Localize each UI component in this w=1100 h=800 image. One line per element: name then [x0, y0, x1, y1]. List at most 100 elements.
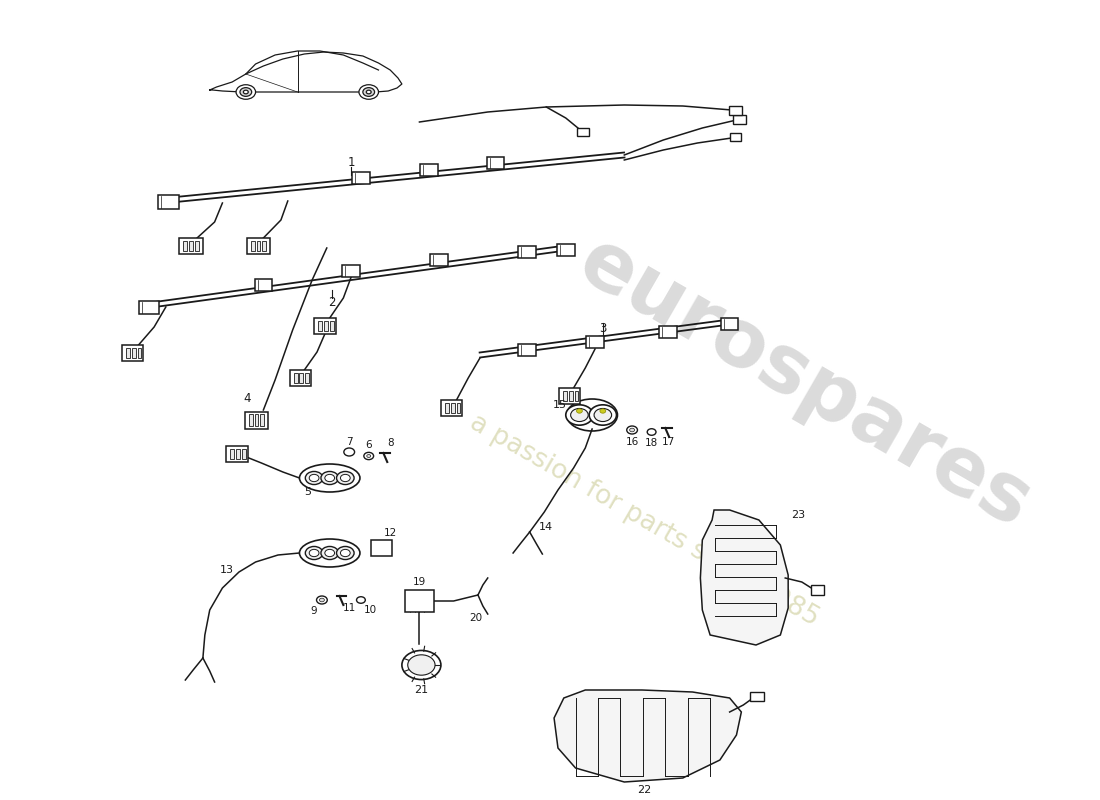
Circle shape — [324, 474, 334, 482]
Circle shape — [627, 426, 638, 434]
Bar — [405, 590, 435, 612]
Bar — [189, 241, 194, 251]
Circle shape — [340, 474, 350, 482]
Bar — [569, 391, 573, 401]
Bar — [330, 321, 333, 331]
Circle shape — [236, 85, 255, 99]
Circle shape — [317, 596, 328, 604]
Text: 21: 21 — [415, 685, 429, 695]
Circle shape — [337, 546, 354, 559]
Text: 11: 11 — [342, 603, 355, 613]
Bar — [306, 373, 309, 383]
Circle shape — [576, 409, 582, 413]
Circle shape — [402, 650, 441, 679]
Bar — [138, 348, 142, 358]
Text: 22: 22 — [637, 785, 651, 795]
Text: 7: 7 — [345, 437, 352, 447]
Bar — [720, 318, 738, 330]
Polygon shape — [701, 510, 789, 645]
Bar — [254, 414, 258, 426]
Circle shape — [344, 448, 354, 456]
Circle shape — [366, 454, 371, 458]
Circle shape — [647, 429, 656, 435]
Circle shape — [363, 88, 375, 96]
Bar — [733, 114, 746, 123]
Circle shape — [594, 409, 612, 422]
Ellipse shape — [299, 539, 360, 567]
Bar — [352, 172, 370, 184]
Circle shape — [324, 550, 334, 557]
Text: 15: 15 — [553, 400, 566, 410]
Text: 12: 12 — [384, 528, 397, 538]
Bar — [441, 400, 462, 416]
Bar — [132, 348, 135, 358]
Text: 3: 3 — [600, 322, 606, 334]
Bar — [251, 241, 254, 251]
Circle shape — [321, 546, 339, 559]
Bar — [294, 373, 297, 383]
Bar — [559, 388, 581, 404]
Bar — [289, 370, 311, 386]
Bar — [574, 391, 579, 401]
Bar — [323, 321, 328, 331]
Bar — [659, 326, 676, 338]
Text: a passion for parts since 1985: a passion for parts since 1985 — [464, 409, 823, 631]
Bar — [249, 414, 253, 426]
Circle shape — [600, 409, 606, 413]
Circle shape — [309, 474, 319, 482]
Bar — [184, 241, 187, 251]
Circle shape — [366, 90, 371, 94]
Bar — [318, 321, 322, 331]
Text: 1: 1 — [348, 155, 355, 169]
Bar — [518, 344, 536, 356]
Bar — [230, 449, 234, 459]
Bar — [246, 238, 271, 254]
Bar — [557, 244, 574, 256]
Circle shape — [319, 598, 324, 602]
Text: 19: 19 — [412, 577, 426, 587]
Bar — [456, 403, 461, 413]
Bar — [195, 241, 199, 251]
Bar — [518, 246, 536, 258]
Bar — [261, 414, 264, 426]
Circle shape — [306, 471, 323, 485]
Circle shape — [340, 550, 350, 557]
Bar — [179, 238, 202, 254]
Text: 14: 14 — [539, 522, 553, 532]
Bar — [254, 279, 272, 291]
Bar — [342, 265, 360, 277]
Text: 16: 16 — [626, 437, 639, 447]
Bar — [227, 446, 248, 462]
Bar — [263, 241, 266, 251]
Circle shape — [364, 452, 374, 460]
Bar — [578, 128, 590, 136]
Text: 8: 8 — [387, 438, 394, 448]
Bar — [420, 164, 438, 176]
Circle shape — [565, 405, 593, 425]
Circle shape — [359, 85, 378, 99]
Circle shape — [306, 546, 323, 559]
Text: 17: 17 — [661, 437, 674, 447]
Circle shape — [408, 655, 436, 675]
Bar — [451, 403, 454, 413]
Text: 20: 20 — [470, 613, 483, 623]
Bar — [299, 373, 304, 383]
Bar — [242, 449, 245, 459]
Circle shape — [309, 550, 319, 557]
Bar — [811, 585, 824, 595]
Circle shape — [321, 471, 339, 485]
Circle shape — [629, 428, 635, 432]
Text: 9: 9 — [311, 606, 318, 616]
Bar — [750, 691, 763, 701]
Circle shape — [337, 471, 354, 485]
Text: eurospares: eurospares — [564, 223, 1045, 545]
Circle shape — [571, 409, 588, 422]
Ellipse shape — [299, 464, 360, 492]
Bar — [236, 449, 240, 459]
Polygon shape — [554, 690, 741, 782]
Bar — [371, 540, 392, 556]
Text: 6: 6 — [365, 440, 372, 450]
Bar — [444, 403, 449, 413]
Circle shape — [243, 90, 249, 94]
Text: 23: 23 — [791, 510, 805, 520]
